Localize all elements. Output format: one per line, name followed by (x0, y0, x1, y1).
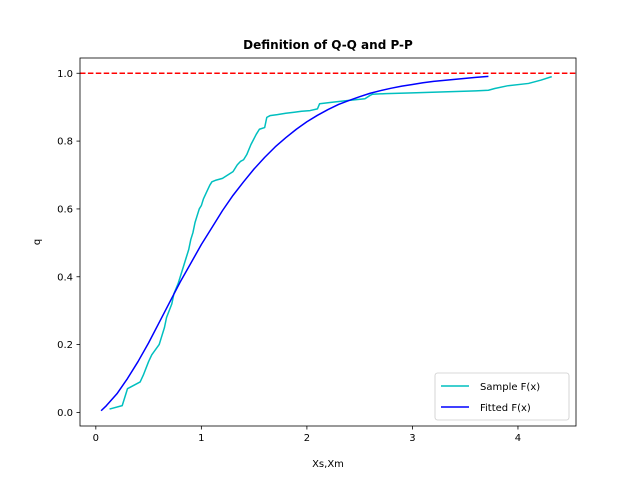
y-axis-ticks: 0.0 0.2 0.4 0.6 0.8 1.0 (57, 69, 80, 419)
x-tick-label: 0 (93, 433, 99, 444)
y-axis-label: q (32, 239, 43, 245)
x-axis-label: Xs,Xm (312, 459, 344, 470)
axes-frame (79, 57, 577, 427)
y-tick-label: 0.2 (57, 340, 73, 351)
y-tick-label: 0.8 (57, 137, 73, 148)
legend-label: Sample F(x) (480, 382, 540, 393)
x-tick-label: 3 (409, 433, 415, 444)
plot-area (79, 57, 577, 427)
x-tick-label: 4 (515, 433, 521, 444)
chart-title: Definition of Q-Q and P-P (243, 38, 413, 52)
legend-box (434, 372, 570, 421)
legend-label: Fitted F(x) (480, 403, 531, 414)
x-tick-label: 1 (198, 433, 204, 444)
x-tick-label: 2 (304, 433, 310, 444)
y-tick-label: 0.6 (57, 204, 73, 215)
x-axis-ticks: 0 1 2 3 4 (93, 426, 521, 444)
series-line-fitted (100, 75, 489, 412)
series-line-sample (109, 75, 552, 410)
y-tick-label: 0.0 (57, 408, 73, 419)
legend: Sample F(x) Fitted F(x) (434, 372, 570, 421)
y-tick-label: 1.0 (57, 69, 73, 80)
y-tick-label: 0.4 (57, 272, 73, 283)
